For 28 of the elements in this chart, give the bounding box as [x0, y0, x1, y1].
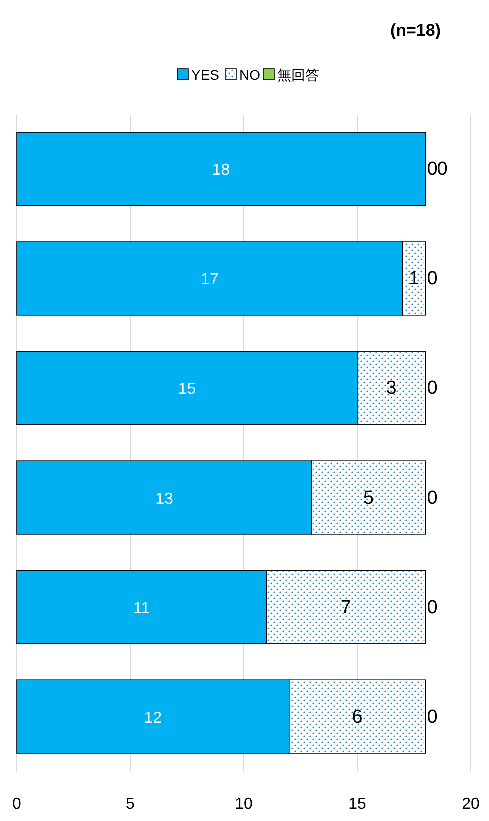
- data-label: 0: [427, 597, 438, 618]
- legend-label: NO: [240, 67, 261, 83]
- x-tick-label: 5: [126, 796, 136, 813]
- data-label: 0: [427, 159, 438, 180]
- data-label: 17: [201, 272, 219, 289]
- x-tick-label: 15: [348, 796, 366, 813]
- bar: [16, 132, 426, 206]
- x-tick-label: 10: [235, 796, 253, 813]
- x-tick-label: 0: [12, 796, 22, 813]
- data-label: 1: [408, 268, 420, 290]
- data-label: 0: [437, 159, 448, 180]
- chart-title: (n=18): [390, 21, 441, 40]
- data-label: 0: [427, 488, 438, 509]
- data-label: 3: [386, 378, 397, 400]
- legend-label: 無回答: [278, 67, 320, 83]
- data-label: 18: [212, 162, 230, 180]
- data-label: 0: [427, 706, 438, 728]
- data-label: 11: [134, 600, 150, 618]
- data-label: 15: [178, 381, 196, 398]
- data-label: 12: [144, 710, 162, 727]
- x-tick-label: 20: [462, 796, 480, 813]
- data-label: 6: [352, 706, 363, 728]
- data-label: 0: [427, 268, 438, 290]
- data-label: 13: [156, 490, 174, 508]
- data-label: 7: [340, 597, 352, 618]
- legend-label: YES: [192, 67, 220, 83]
- data-label: 0: [427, 378, 438, 400]
- data-label: 5: [364, 488, 374, 509]
